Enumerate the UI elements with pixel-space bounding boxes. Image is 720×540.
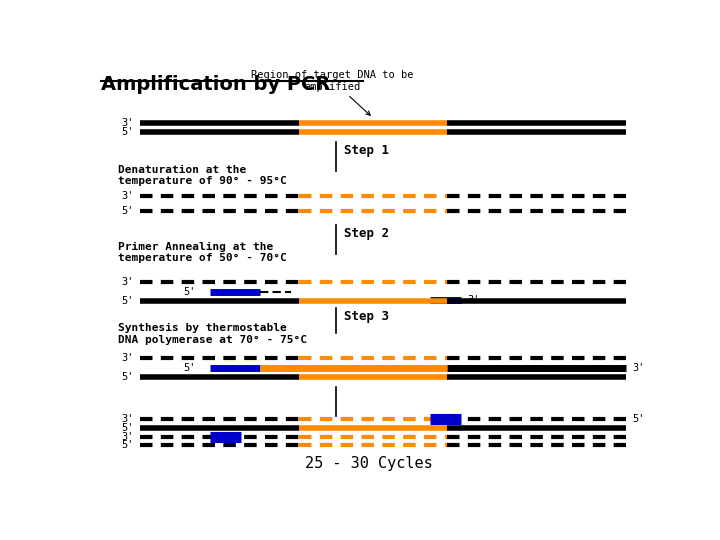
Text: Step 1: Step 1 xyxy=(344,144,389,157)
Text: Synthesis by thermostable
DNA polymerase at 70° - 75°C: Synthesis by thermostable DNA polymerase… xyxy=(118,323,307,345)
Text: 3': 3' xyxy=(121,191,133,201)
Text: 3': 3' xyxy=(121,277,133,287)
Text: Amplification by PCR: Amplification by PCR xyxy=(101,75,330,94)
Text: 3': 3' xyxy=(121,432,133,442)
Text: 3': 3' xyxy=(121,353,133,362)
Text: Primer Annealing at the
temperature of 50° - 70°C: Primer Annealing at the temperature of 5… xyxy=(118,241,287,263)
Text: 3': 3' xyxy=(468,295,480,305)
Text: 3': 3' xyxy=(121,414,133,424)
Text: 5': 5' xyxy=(184,362,196,373)
Text: Region of target DNA to be
amplified: Region of target DNA to be amplified xyxy=(251,70,414,116)
Text: Step 3: Step 3 xyxy=(344,310,389,323)
Text: Step 2: Step 2 xyxy=(344,227,389,240)
Text: Denaturation at the
temperature of 90° - 95°C: Denaturation at the temperature of 90° -… xyxy=(118,165,287,186)
Text: 5': 5' xyxy=(121,296,133,306)
Text: 5': 5' xyxy=(121,423,133,433)
Text: 3': 3' xyxy=(632,362,645,373)
Text: 5': 5' xyxy=(121,127,133,137)
Text: 5': 5' xyxy=(121,373,133,382)
Text: 25 - 30 Cycles: 25 - 30 Cycles xyxy=(305,456,433,471)
Text: 3': 3' xyxy=(121,118,133,128)
Text: 5': 5' xyxy=(632,414,645,424)
Text: 5': 5' xyxy=(184,287,196,297)
Text: 5': 5' xyxy=(121,206,133,216)
Text: 5': 5' xyxy=(121,440,133,450)
